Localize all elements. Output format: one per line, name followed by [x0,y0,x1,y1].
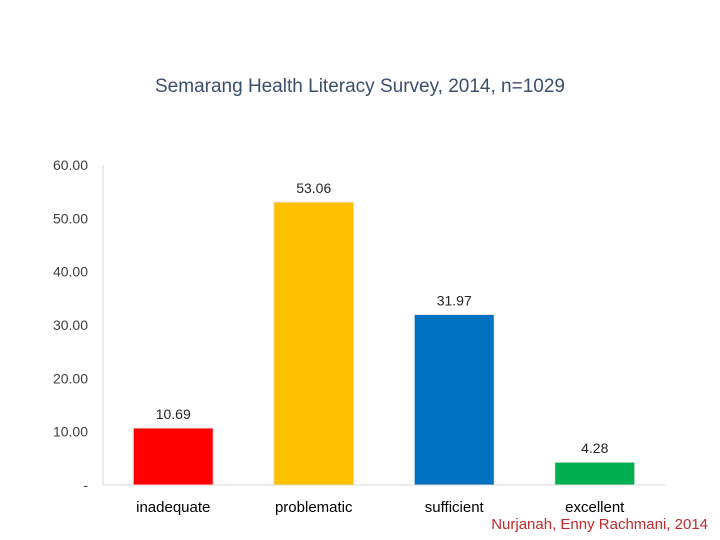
x-axis-labels: inadequate problematic sufficient excellent [136,499,625,516]
x-tick-label-problematic: problematic [275,499,353,516]
chart-title: Semarang Health Literacy Survey, 2014, n… [155,76,565,97]
bars [132,201,636,486]
y-axis-ticks: - 10.00 20.00 30.00 40.00 50.00 60.00 [53,157,88,493]
x-tick-label-inadequate: inadequate [136,499,210,516]
y-tick-label: 60.00 [53,157,88,173]
y-tick-label: - [83,477,88,493]
x-tick-label-sufficient: sufficient [425,499,485,516]
data-label-sufficient: 31.97 [437,292,472,308]
y-tick-label: 20.00 [53,370,88,386]
bar-problematic [273,201,355,486]
x-tick-label-excellent: excellent [565,499,625,516]
y-tick-label: 10.00 [53,424,88,440]
data-label-inadequate: 10.69 [156,406,191,422]
bar-sufficient [413,313,495,486]
y-tick-label: 30.00 [53,317,88,333]
source-credit: Nurjanah, Enny Rachmani, 2014 [491,516,708,533]
data-label-excellent: 4.28 [581,440,608,456]
bar-excellent [554,461,636,486]
y-tick-label: 50.00 [53,210,88,226]
data-label-problematic: 53.06 [296,180,331,196]
y-tick-label: 40.00 [53,264,88,280]
bar-inadequate [132,427,214,486]
value-labels: 10.69 53.06 31.97 4.28 [156,180,609,456]
